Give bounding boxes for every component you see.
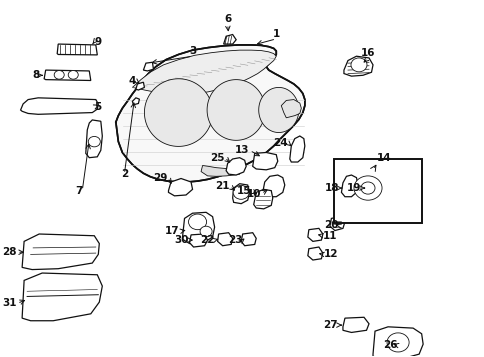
Text: 25: 25 xyxy=(210,153,224,163)
Circle shape xyxy=(353,176,381,200)
Polygon shape xyxy=(168,178,192,196)
Circle shape xyxy=(386,333,408,352)
Text: 6: 6 xyxy=(224,14,231,24)
Text: 7: 7 xyxy=(75,186,82,196)
Text: 20: 20 xyxy=(324,220,338,230)
Circle shape xyxy=(68,71,78,79)
Polygon shape xyxy=(289,136,304,162)
Circle shape xyxy=(88,136,100,147)
Polygon shape xyxy=(217,233,232,246)
Polygon shape xyxy=(329,217,344,231)
Polygon shape xyxy=(144,79,212,146)
Text: 2: 2 xyxy=(121,169,128,179)
Bar xyxy=(333,159,421,223)
Polygon shape xyxy=(44,70,91,80)
Polygon shape xyxy=(182,212,214,243)
Polygon shape xyxy=(258,87,298,132)
Text: 8: 8 xyxy=(32,70,39,80)
Polygon shape xyxy=(343,56,372,76)
Polygon shape xyxy=(22,273,102,321)
Polygon shape xyxy=(342,317,368,332)
Polygon shape xyxy=(281,100,301,118)
Polygon shape xyxy=(132,50,276,94)
Text: 11: 11 xyxy=(322,231,337,241)
Text: 18: 18 xyxy=(324,183,338,193)
Polygon shape xyxy=(143,62,153,71)
Text: 22: 22 xyxy=(200,235,214,245)
Text: 24: 24 xyxy=(272,138,287,148)
Polygon shape xyxy=(22,234,99,270)
Circle shape xyxy=(350,58,366,72)
Polygon shape xyxy=(252,152,277,170)
Text: 27: 27 xyxy=(323,320,337,330)
Polygon shape xyxy=(226,158,246,175)
Polygon shape xyxy=(57,44,97,55)
Polygon shape xyxy=(307,247,322,260)
Text: 19: 19 xyxy=(347,183,361,193)
Text: 21: 21 xyxy=(215,181,229,191)
Text: 16: 16 xyxy=(360,48,375,58)
Polygon shape xyxy=(116,45,304,182)
Text: 26: 26 xyxy=(383,341,397,351)
Text: 13: 13 xyxy=(235,145,249,155)
Circle shape xyxy=(188,214,206,230)
Polygon shape xyxy=(341,175,357,197)
Text: 10: 10 xyxy=(246,189,261,199)
Polygon shape xyxy=(241,233,256,246)
Polygon shape xyxy=(253,189,272,209)
Polygon shape xyxy=(132,98,139,105)
Polygon shape xyxy=(189,234,207,247)
Text: 12: 12 xyxy=(323,250,338,260)
Text: 4: 4 xyxy=(128,76,136,86)
Text: 31: 31 xyxy=(2,298,17,308)
Text: 29: 29 xyxy=(153,173,167,183)
Polygon shape xyxy=(262,175,284,197)
Circle shape xyxy=(233,185,249,199)
Circle shape xyxy=(54,71,64,79)
Polygon shape xyxy=(20,98,98,114)
Polygon shape xyxy=(232,184,249,203)
Text: 15: 15 xyxy=(236,186,251,196)
Text: 9: 9 xyxy=(94,37,101,47)
Circle shape xyxy=(360,182,374,194)
Polygon shape xyxy=(86,120,102,158)
Text: 1: 1 xyxy=(272,29,279,39)
Text: 28: 28 xyxy=(2,247,17,257)
Polygon shape xyxy=(307,228,322,241)
Text: 5: 5 xyxy=(94,102,101,112)
Polygon shape xyxy=(223,35,236,44)
Text: 30: 30 xyxy=(174,235,188,245)
Text: 3: 3 xyxy=(189,46,196,56)
Text: 23: 23 xyxy=(227,235,242,245)
Text: 17: 17 xyxy=(165,226,179,236)
Text: 14: 14 xyxy=(376,153,390,163)
Polygon shape xyxy=(207,80,265,140)
Polygon shape xyxy=(201,166,239,176)
Polygon shape xyxy=(372,327,422,357)
Polygon shape xyxy=(136,82,144,90)
Circle shape xyxy=(200,226,212,237)
